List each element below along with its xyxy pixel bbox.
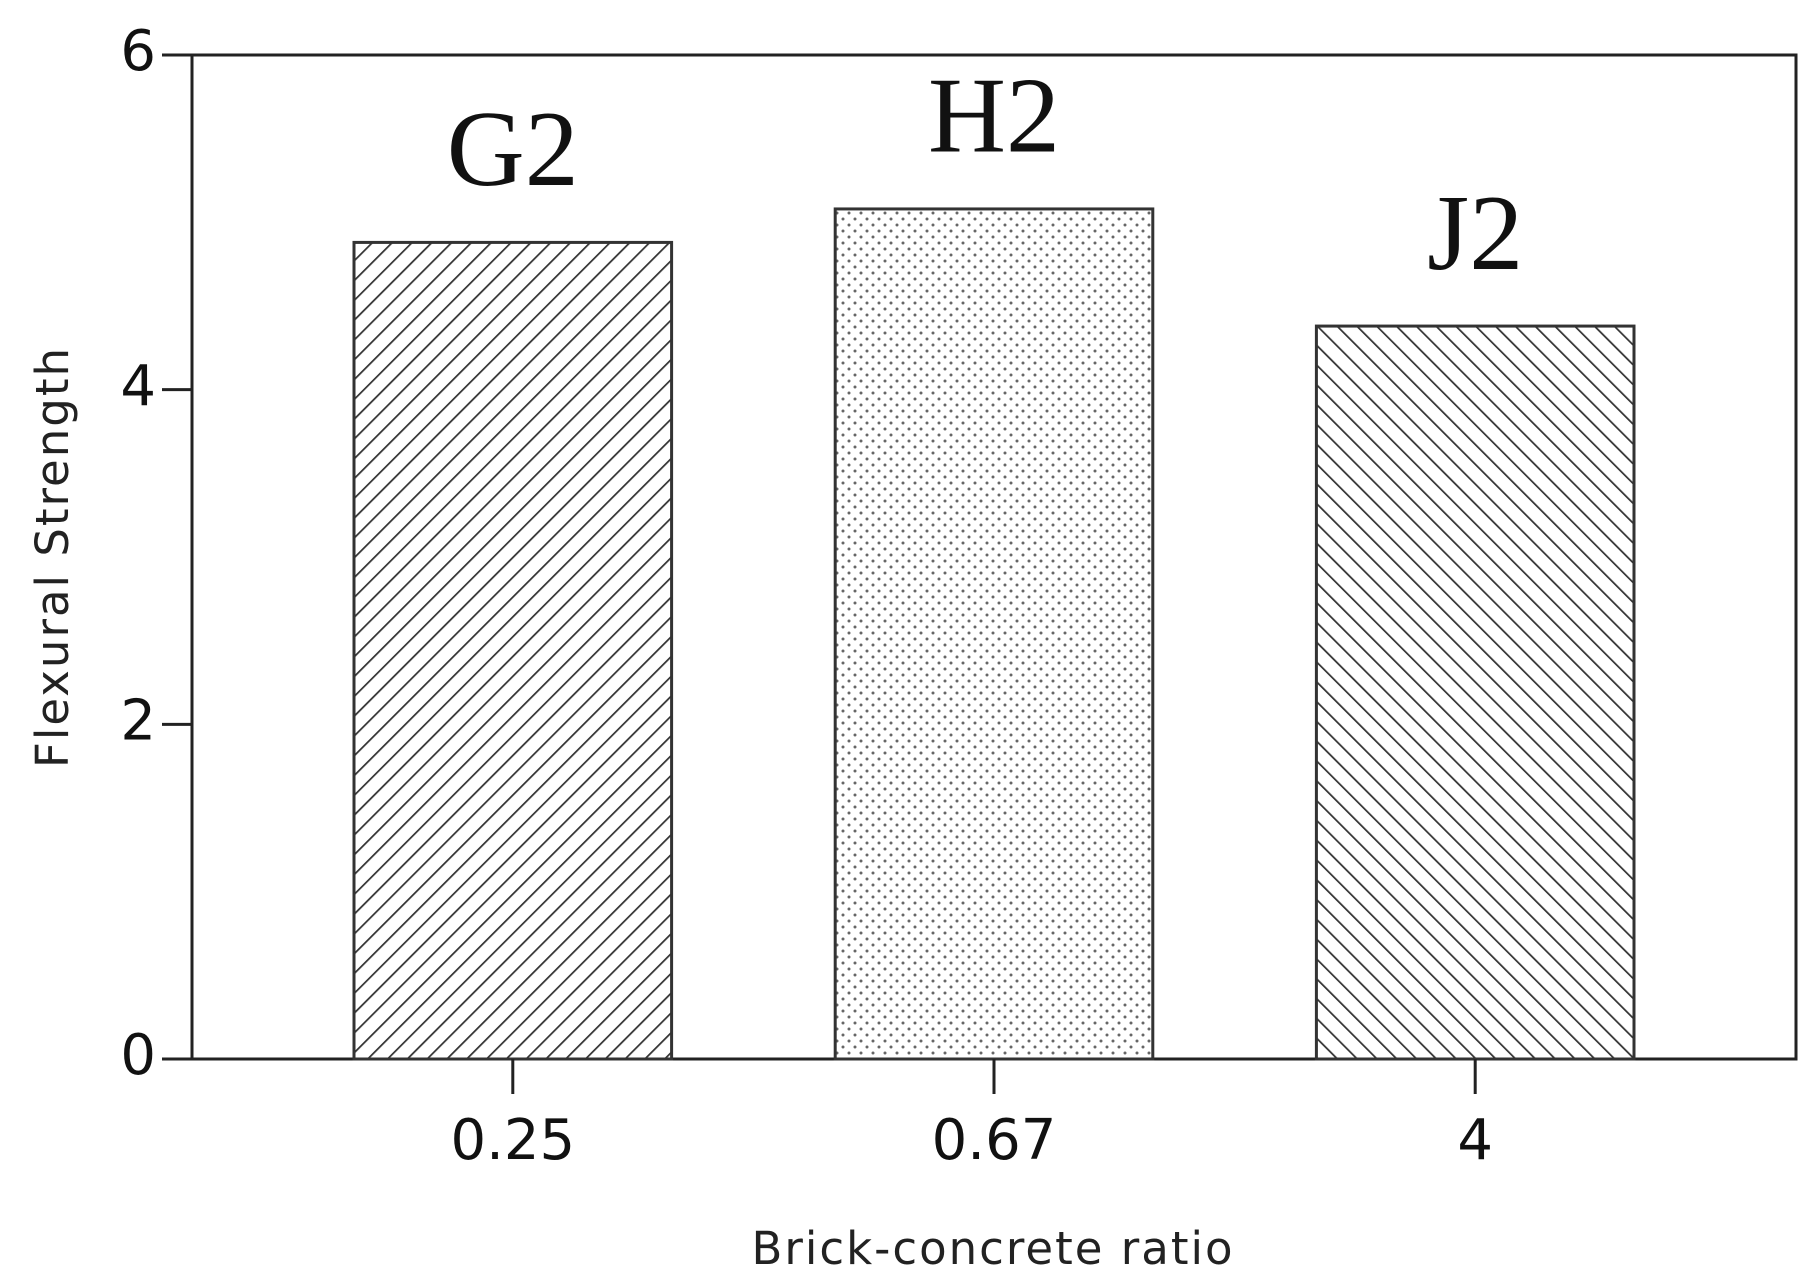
x-tick-label: 4 bbox=[1457, 1108, 1493, 1173]
y-tick-label: 0 bbox=[120, 1023, 156, 1088]
y-tick-label: 4 bbox=[120, 354, 156, 419]
x-tick-label: 0.67 bbox=[932, 1108, 1057, 1173]
bar-label: G2 bbox=[447, 90, 579, 209]
bar-label: J2 bbox=[1427, 174, 1523, 293]
x-tick-label: 0.25 bbox=[450, 1108, 575, 1173]
bar-label: H2 bbox=[928, 57, 1060, 176]
y-tick-label: 6 bbox=[120, 19, 156, 84]
y-tick-label: 2 bbox=[120, 688, 156, 753]
bar bbox=[1314, 324, 1636, 1061]
bar bbox=[833, 207, 1155, 1061]
bar bbox=[352, 240, 674, 1061]
x-axis-title: Brick-concrete ratio bbox=[751, 1222, 1234, 1275]
y-axis-title: Flexural Strength bbox=[26, 346, 79, 768]
